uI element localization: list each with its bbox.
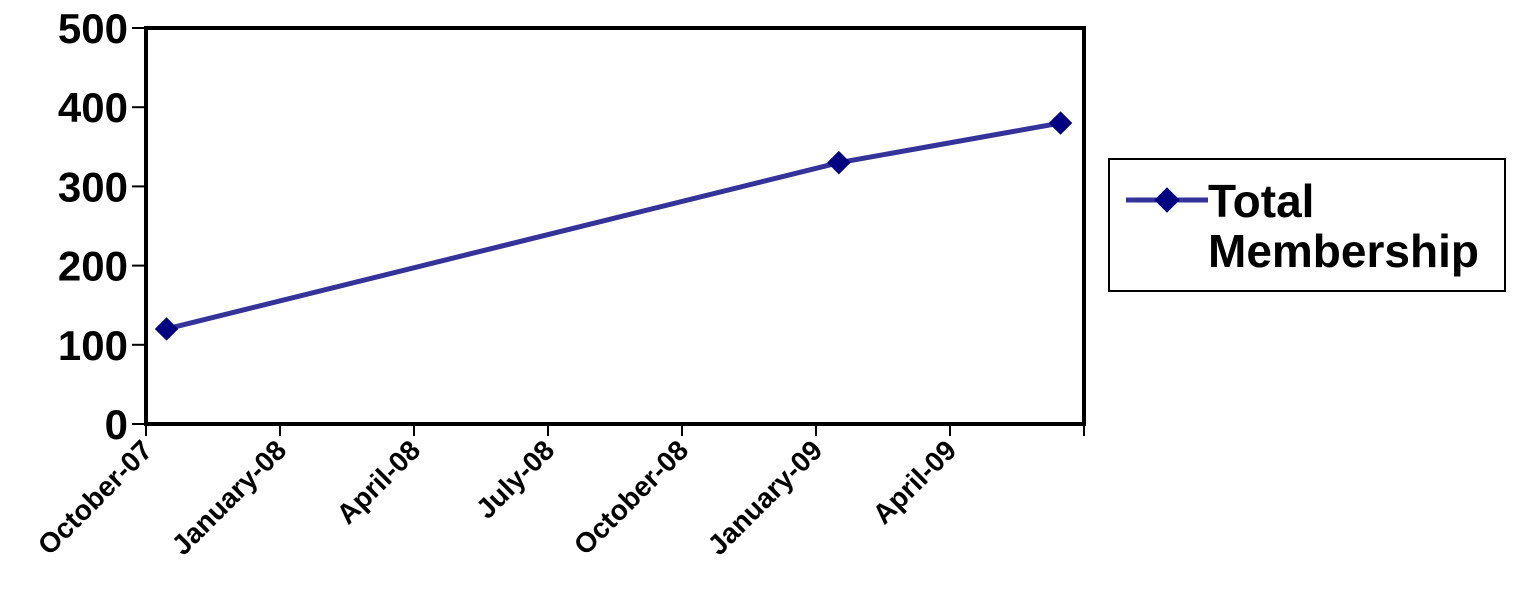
x-tick-label: October-07 (32, 434, 158, 560)
plot-area-frame (144, 26, 1086, 426)
y-tick-label: 400 (58, 84, 128, 131)
x-tick-label: October-08 (568, 434, 694, 560)
x-tick-label: July-08 (470, 434, 560, 524)
x-tick-label: January-08 (166, 434, 292, 560)
data-point (827, 150, 851, 175)
series-line (165, 120, 1061, 332)
legend-label: Total Membership (1208, 175, 1479, 277)
data-point (154, 317, 179, 341)
y-tick-label: 100 (58, 322, 128, 369)
y-tick-label: 500 (58, 5, 128, 52)
x-tick-label: January-09 (702, 434, 828, 560)
series-layer (154, 111, 1073, 341)
data-point (1048, 111, 1073, 135)
y-tick-label: 300 (58, 163, 128, 210)
x-tick-label: April-08 (331, 434, 427, 530)
legend-marker-icon (1126, 187, 1208, 213)
y-axis: 0 100 200 300 400 500 (58, 5, 146, 448)
y-tick-label: 0 (105, 401, 128, 448)
y-tick-label: 200 (58, 243, 128, 290)
x-axis: October-07 January-08 April-08 July-08 Octob… (32, 424, 1085, 561)
x-tick-label: April-09 (867, 434, 963, 530)
legend: Total Membership (1108, 158, 1506, 292)
